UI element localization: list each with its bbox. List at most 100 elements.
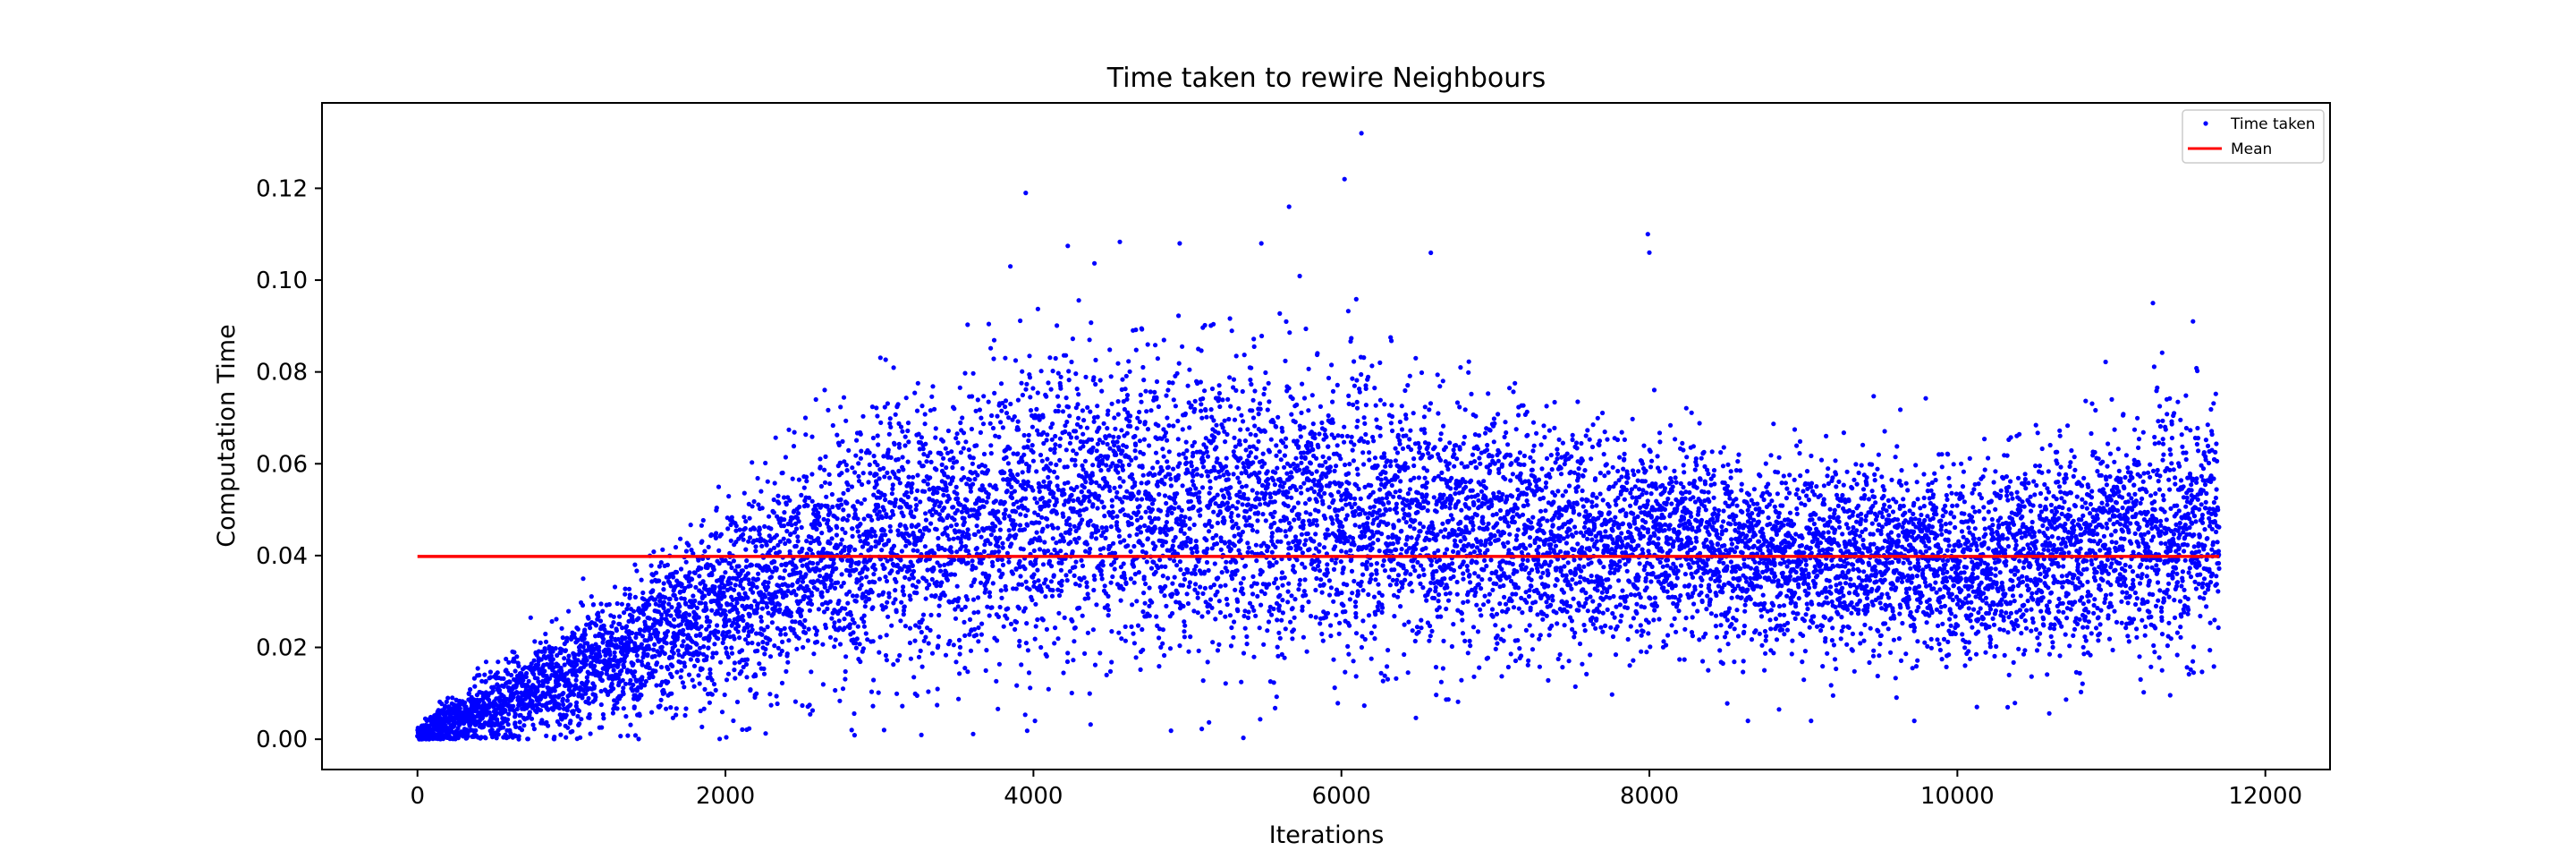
scatter-point <box>972 532 978 538</box>
scatter-point <box>871 572 877 577</box>
scatter-point <box>882 566 887 571</box>
scatter-point <box>771 545 777 550</box>
scatter-point <box>679 582 684 587</box>
scatter-point <box>1051 490 1056 496</box>
scatter-point <box>951 455 956 461</box>
scatter-point <box>948 523 954 529</box>
scatter-point <box>856 560 861 566</box>
scatter-point <box>956 596 962 601</box>
scatter-point <box>532 639 538 644</box>
scatter-point <box>961 446 966 451</box>
scatter-point <box>912 390 918 395</box>
scatter-point <box>827 634 834 640</box>
scatter-point <box>854 438 860 443</box>
scatter-point <box>908 597 913 602</box>
scatter-point <box>1039 515 1045 520</box>
scatter-point <box>1109 498 1114 503</box>
scatter-point <box>661 581 666 586</box>
scatter-point <box>775 701 780 707</box>
scatter-point <box>976 625 981 631</box>
scatter-point <box>573 677 579 683</box>
scatter-point <box>1105 426 1110 431</box>
scatter-point <box>687 570 692 575</box>
scatter-point <box>791 626 796 633</box>
scatter-point <box>839 471 844 476</box>
scatter-point <box>1065 480 1071 485</box>
scatter-point <box>1033 601 1038 607</box>
scatter-point <box>1064 578 1070 583</box>
scatter-point <box>918 648 923 654</box>
scatter-point <box>858 659 863 665</box>
scatter-point <box>1109 629 1114 634</box>
scatter-point <box>804 539 809 544</box>
scatter-point <box>1003 355 1008 361</box>
scatter-point <box>841 580 846 586</box>
scatter-point <box>702 549 708 554</box>
scatter-point <box>1085 404 1090 410</box>
scatter-point <box>918 499 923 505</box>
scatter-point <box>759 543 765 549</box>
scatter-point <box>657 578 662 583</box>
scatter-point <box>1010 571 1015 576</box>
scatter-point <box>898 505 903 510</box>
scatter-point <box>1047 355 1053 361</box>
scatter-point <box>1132 480 1138 485</box>
scatter-point <box>1021 432 1027 438</box>
scatter-point <box>1016 427 1021 432</box>
scatter-point <box>1030 386 1036 391</box>
scatter-point <box>1059 578 1064 583</box>
scatter-point <box>801 625 807 630</box>
scatter-point <box>584 658 589 663</box>
scatter-point <box>957 651 962 657</box>
scatter-point <box>544 733 549 739</box>
scatter-point <box>1037 489 1042 495</box>
scatter-point <box>1092 260 1097 266</box>
scatter-point <box>1163 430 1169 436</box>
scatter-point <box>1004 455 1009 460</box>
scatter-point <box>673 643 678 649</box>
scatter-point <box>793 526 800 532</box>
scatter-point <box>1038 452 1044 458</box>
scatter-point <box>1095 441 1100 447</box>
scatter-point <box>960 415 965 421</box>
scatter-point <box>1138 524 1143 530</box>
scatter-point <box>761 627 767 633</box>
scatter-point <box>1099 525 1105 531</box>
scatter-point <box>904 489 910 495</box>
scatter-point <box>1164 532 1169 538</box>
scatter-point <box>767 692 773 697</box>
scatter-point <box>856 473 861 479</box>
scatter-point <box>582 627 588 633</box>
scatter-point <box>895 402 901 407</box>
scatter-point <box>487 697 492 703</box>
scatter-point <box>851 630 856 635</box>
scatter-point <box>1026 438 1031 444</box>
scatter-point <box>858 455 864 461</box>
scatter-point <box>1115 399 1121 404</box>
scatter-point <box>1133 655 1139 660</box>
scatter-point <box>691 663 698 668</box>
scatter-point <box>919 732 924 738</box>
scatter-point <box>507 679 513 685</box>
scatter-point <box>1065 243 1071 249</box>
scatter-point <box>495 670 500 676</box>
scatter-point <box>722 692 727 698</box>
scatter-point <box>665 562 671 568</box>
scatter-point <box>839 557 845 563</box>
scatter-point <box>1026 432 1031 438</box>
scatter-point <box>1109 401 1114 406</box>
scatter-point <box>721 630 726 635</box>
scatter-point <box>1077 605 1082 611</box>
scatter-point <box>1136 489 1141 495</box>
scatter-point <box>1180 545 1185 551</box>
scatter-point <box>763 646 768 652</box>
scatter-point <box>741 586 746 591</box>
scatter-point <box>818 483 825 489</box>
scatter-point <box>1123 444 1129 449</box>
scatter-point <box>1001 624 1006 629</box>
scatter-point <box>765 604 770 610</box>
scatter-point <box>1182 523 1188 528</box>
scatter-point <box>712 584 717 590</box>
scatter-point <box>936 535 941 541</box>
scatter-point <box>513 724 519 730</box>
